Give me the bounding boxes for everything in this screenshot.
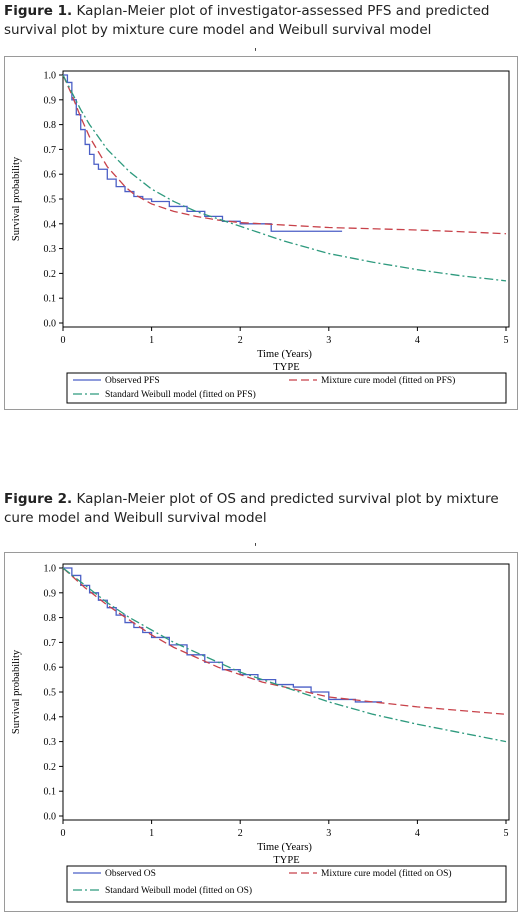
series-line-2	[62, 74, 507, 235]
figure2-tick-mark: '	[254, 541, 258, 554]
figure2-caption-text: Kaplan-Meier plot of OS and predicted su…	[4, 491, 499, 526]
y-tick-label: 1.0	[44, 564, 57, 575]
figure1-chart: 0.0 0.1 0.2 0.3 0.4 0.5 0.6 0.7 0.8 0.9 1.0 0 1 2 3 4 5 T…	[11, 70, 510, 404]
y-tick-label: 0.0	[44, 812, 57, 823]
y-tick-label: 1.0	[44, 71, 57, 82]
series-line-3	[62, 74, 507, 282]
y-tick-label: 0.5	[44, 195, 57, 206]
legend-box	[66, 372, 507, 404]
x-tick-label: 2	[238, 335, 243, 346]
y-tick-label: 0.2	[44, 762, 57, 773]
x-tick-label: 0	[61, 828, 66, 839]
y-tick-label: 0.7	[44, 638, 57, 649]
series-line-1	[63, 74, 343, 232]
y-tick-label: 0.3	[44, 737, 57, 748]
y-tick-label: 0.5	[44, 688, 57, 699]
y-tick-label: 0.4	[44, 219, 57, 230]
legend-label-2: Mixture cure model (fitted on PFS)	[321, 375, 455, 386]
x-tick-label: 3	[326, 335, 331, 346]
legend-label-1: Observed OS	[105, 869, 156, 879]
x-tick-label: 1	[149, 335, 154, 346]
x-axis-label: Time (Years)	[257, 349, 312, 360]
legend-label-1: Observed PFS	[105, 376, 160, 386]
figure2-caption-label: Figure 2.	[4, 491, 73, 507]
x-tick-label: 4	[415, 335, 420, 346]
legend-title: TYPE	[273, 855, 299, 866]
x-tick-label: 3	[326, 828, 331, 839]
y-tick-label: 0.6	[44, 663, 57, 674]
figure2-chart-frame: 0.0 0.1 0.2 0.3 0.4 0.5 0.6 0.7 0.8 0.9 1.0 0 1 2 3 4 5 T…	[4, 552, 518, 912]
legend-label-3: Standard Weibull model (fitted on OS)	[105, 885, 252, 896]
y-tick-label: 0.3	[44, 244, 57, 255]
legend-box	[66, 865, 507, 903]
figure1-tick-mark: '	[254, 46, 258, 59]
y-tick-label: 0.9	[44, 95, 57, 106]
figure1-caption-label: Figure 1.	[4, 3, 73, 19]
y-axis-label: Survival probability	[11, 649, 22, 734]
plot-area	[62, 70, 510, 328]
x-tick-label: 5	[504, 828, 509, 839]
legend-label-3: Standard Weibull model (fitted on PFS)	[105, 389, 256, 400]
y-tick-label: 0.2	[44, 269, 57, 280]
x-tick-label: 4	[415, 828, 420, 839]
x-axis-label: Time (Years)	[257, 842, 312, 853]
x-tick-label: 1	[149, 828, 154, 839]
y-tick-label: 0.1	[44, 294, 57, 305]
y-tick-label: 0.7	[44, 145, 57, 156]
figure1-caption: Figure 1. Kaplan-Meier plot of investiga…	[4, 2, 516, 40]
figure2-caption: Figure 2. Kaplan-Meier plot of OS and pr…	[4, 490, 516, 528]
figure1-caption-text: Kaplan-Meier plot of investigator-assess…	[4, 3, 490, 38]
series-line-2	[62, 567, 507, 715]
y-tick-label: 0.1	[44, 787, 57, 798]
series-line-3	[62, 567, 507, 743]
plot-area	[62, 563, 510, 821]
figure2-chart: 0.0 0.1 0.2 0.3 0.4 0.5 0.6 0.7 0.8 0.9 1.0 0 1 2 3 4 5 T…	[11, 563, 510, 903]
y-tick-label: 0.4	[44, 712, 57, 723]
x-tick-label: 5	[504, 335, 509, 346]
y-tick-label: 0.8	[44, 613, 57, 624]
y-tick-label: 0.9	[44, 588, 57, 599]
y-tick-label: 0.8	[44, 120, 57, 131]
legend-label-2: Mixture cure model (fitted on OS)	[321, 868, 452, 879]
x-tick-label: 0	[61, 335, 66, 346]
x-tick-label: 2	[238, 828, 243, 839]
series-line-1	[63, 567, 382, 703]
y-axis-label: Survival probability	[11, 156, 22, 241]
y-tick-label: 0.6	[44, 170, 57, 181]
legend-title: TYPE	[273, 362, 299, 373]
figure1-chart-frame: 0.0 0.1 0.2 0.3 0.4 0.5 0.6 0.7 0.8 0.9 1.0 0 1 2 3 4 5 T…	[4, 56, 518, 410]
y-tick-label: 0.0	[44, 319, 57, 330]
